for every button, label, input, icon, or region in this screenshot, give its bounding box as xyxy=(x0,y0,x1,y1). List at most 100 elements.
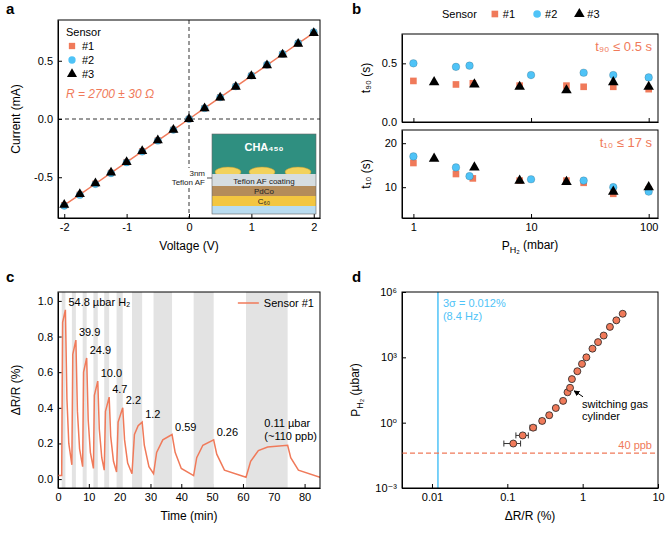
marker xyxy=(580,69,588,77)
text-part: H₂ xyxy=(510,245,520,255)
series-line xyxy=(64,33,314,205)
legend-line xyxy=(238,302,259,304)
annotation: t₁₀ ≤ 17 s xyxy=(600,135,653,150)
legend: Sensor#1#2#3 xyxy=(66,26,101,80)
marker xyxy=(231,81,241,90)
tick-label: 0.5 xyxy=(382,57,397,69)
marker xyxy=(608,76,619,85)
marker xyxy=(580,83,587,90)
annotation: t₉₀ ≤ 0.5 s xyxy=(595,39,652,54)
marker xyxy=(429,76,440,85)
tick-mark xyxy=(583,484,584,488)
threshold-label: 40 ppb xyxy=(618,439,652,451)
tick-label: -1 xyxy=(122,221,132,233)
tick-mark xyxy=(413,118,414,122)
tick-label: 1 xyxy=(411,221,417,233)
tick-label: 0.2 xyxy=(38,437,53,449)
series-line xyxy=(58,310,320,477)
marker xyxy=(410,59,418,67)
tick-label: 0.4 xyxy=(38,402,53,414)
legend: Sensor #1 xyxy=(238,297,314,309)
legend-label: #2 xyxy=(82,54,94,66)
marker xyxy=(583,354,590,361)
tick-label: 0.8 xyxy=(38,331,53,343)
inset-layer xyxy=(212,186,316,196)
tick: -2 xyxy=(60,214,70,233)
pulse-label: 2.2 xyxy=(126,394,141,406)
marker xyxy=(452,164,460,172)
marker xyxy=(453,81,460,88)
marker xyxy=(527,71,535,79)
error-bar xyxy=(530,425,536,431)
marker xyxy=(643,81,654,90)
threshold-label: 3σ = 0.012% xyxy=(443,297,506,309)
tick: 100 xyxy=(640,214,658,233)
marker xyxy=(519,432,526,439)
panel-letter: d xyxy=(352,268,361,285)
tick xyxy=(649,118,650,122)
tick xyxy=(413,118,414,122)
plot-frame xyxy=(402,292,658,488)
marker xyxy=(278,49,288,58)
marker xyxy=(122,156,132,165)
tick-label: 0.1 xyxy=(500,491,515,503)
marker xyxy=(200,102,210,111)
axis: -2-1012 xyxy=(59,214,321,233)
axis-title: Time (min) xyxy=(161,509,218,523)
tick-mark xyxy=(243,484,244,488)
legend-label: #1 xyxy=(503,8,515,20)
axis: 0.010.1110 xyxy=(403,484,665,503)
inset-substrate xyxy=(212,206,316,214)
marker xyxy=(168,124,178,133)
axis-title: PH₂ (µbar) xyxy=(348,363,365,417)
legend-title: Sensor xyxy=(66,26,101,38)
inset-layer xyxy=(212,174,316,186)
tick-mark xyxy=(305,484,306,488)
marker xyxy=(75,188,85,197)
tick-label: 30 xyxy=(145,491,157,503)
tick-label: 0.0 xyxy=(38,473,53,485)
tick: 40 xyxy=(176,484,188,503)
tick: -1 xyxy=(122,214,132,233)
marker xyxy=(606,323,613,330)
tick-label: 100 xyxy=(640,221,658,233)
tick-label: 1 xyxy=(249,221,255,233)
tick-label: 1 xyxy=(580,491,586,503)
pulse-label: 10.0 xyxy=(101,367,122,379)
marker xyxy=(429,152,440,161)
tick-label: 2 xyxy=(311,221,317,233)
tick: 20 xyxy=(385,137,406,149)
panel: 0.010.111010⁻³10⁰10³10⁶3σ = 0.012%(8.4 H… xyxy=(348,286,665,523)
tick-label: 50 xyxy=(206,491,218,503)
inset-border xyxy=(212,134,316,214)
marker xyxy=(215,92,225,101)
tick-mark xyxy=(507,484,508,488)
tick-mark xyxy=(58,479,62,480)
inset: CHA₄₅₀Teflon AF coatingPdCoC₆₀3nmTeflon … xyxy=(170,134,316,214)
plot-area xyxy=(402,292,658,488)
marker xyxy=(589,345,596,352)
tick-label: 10 xyxy=(385,181,397,193)
marker xyxy=(546,412,553,419)
marker xyxy=(410,78,417,85)
marker xyxy=(469,161,480,170)
marker xyxy=(552,405,559,412)
panel-letter: c xyxy=(6,268,14,285)
panel-letter: b xyxy=(352,0,361,17)
tick: 1 xyxy=(249,214,255,233)
legend-marker xyxy=(492,11,499,18)
tick-mark xyxy=(402,423,406,424)
axis: 110100 xyxy=(403,214,659,233)
legend-marker xyxy=(68,56,75,63)
tick-label: 0 xyxy=(55,491,61,503)
subplot: 0.00.5t₉₀ (s)t₉₀ ≤ 0.5 s xyxy=(359,34,659,128)
tick-mark xyxy=(58,372,62,373)
plot-frame xyxy=(402,34,658,122)
tick: 0.1 xyxy=(500,484,515,503)
marker xyxy=(293,38,303,47)
error-bar xyxy=(504,441,521,447)
axis-title: ΔR/R (%) xyxy=(9,365,23,416)
tick-mark xyxy=(402,187,406,188)
panel-letter: a xyxy=(6,0,15,17)
text-part: H₂ xyxy=(355,398,365,408)
